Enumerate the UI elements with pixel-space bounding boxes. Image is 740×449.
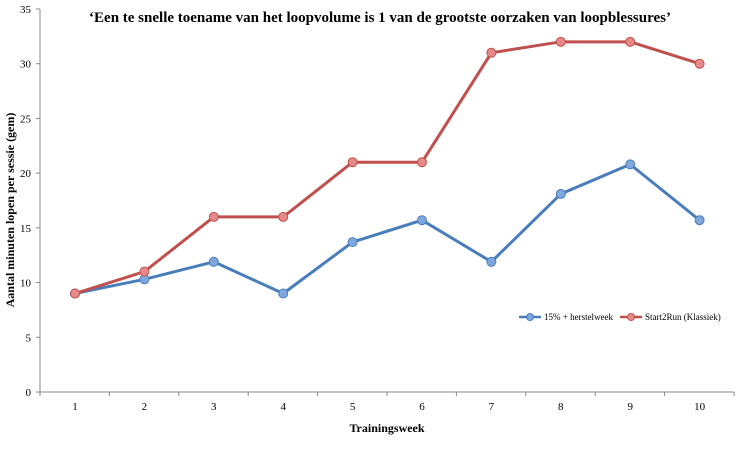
data-point xyxy=(555,188,566,199)
series-layer xyxy=(70,36,705,299)
x-tick-label: 4 xyxy=(280,401,286,413)
data-point xyxy=(139,266,150,277)
data-point xyxy=(347,157,358,168)
x-tick-label: 10 xyxy=(694,401,706,413)
legend-label-2: Start2Run (Klassiek) xyxy=(645,312,721,322)
data-point xyxy=(70,288,80,299)
y-axis-label: Aantal minuten lopen per sessie (gem) xyxy=(3,113,17,308)
x-tick-label: 9 xyxy=(627,401,633,413)
x-tick-label: 3 xyxy=(211,401,217,413)
legend-swatch-marker-1 xyxy=(526,313,534,321)
data-point xyxy=(486,47,497,58)
series-2 xyxy=(70,36,705,299)
data-point xyxy=(417,215,427,226)
y-tick-label: 10 xyxy=(20,278,32,290)
data-point xyxy=(347,237,358,248)
x-ticks: 1 2 3 4 5 6 7 8 9 10 xyxy=(39,392,735,413)
chart-title: ‘Een te snelle toename van het loopvolum… xyxy=(89,10,671,26)
data-point xyxy=(694,215,705,226)
data-point xyxy=(625,36,636,47)
data-point xyxy=(208,256,219,267)
axes xyxy=(39,9,734,393)
y-tick-label: 35 xyxy=(20,4,32,16)
data-point xyxy=(625,159,636,170)
legend-swatch-marker-2 xyxy=(627,313,635,321)
y-tick-label: 25 xyxy=(20,113,32,125)
y-tick-label: 5 xyxy=(26,332,32,344)
data-point xyxy=(278,211,289,222)
legend-label-1: 15% + herstelweek xyxy=(544,312,614,322)
series-line-1 xyxy=(74,162,701,296)
data-point xyxy=(278,288,289,299)
x-tick-label: 5 xyxy=(350,401,356,413)
x-tick-label: 1 xyxy=(72,401,78,413)
data-point xyxy=(417,157,427,168)
legend-item-1: 15% + herstelweek xyxy=(519,312,614,322)
data-point xyxy=(208,211,219,222)
y-tick-label: 20 xyxy=(20,168,32,180)
series-1 xyxy=(70,159,705,299)
y-tick-label: 0 xyxy=(26,387,32,399)
data-point xyxy=(555,36,566,47)
legend: 15% + herstelweek Start2Run (Klassiek) xyxy=(519,312,721,322)
series-line-2 xyxy=(74,40,701,295)
data-point xyxy=(486,256,497,267)
y-ticks: 0 5 10 15 20 25 30 35 xyxy=(20,4,40,399)
x-axis-label: Trainingsweek xyxy=(349,421,424,435)
x-tick-label: 2 xyxy=(142,401,148,413)
data-point xyxy=(694,58,705,69)
y-tick-label: 15 xyxy=(20,223,32,235)
x-tick-label: 7 xyxy=(489,401,495,413)
x-tick-label: 6 xyxy=(419,401,425,413)
y-tick-label: 30 xyxy=(20,59,32,71)
x-tick-label: 8 xyxy=(558,401,564,413)
legend-item-2: Start2Run (Klassiek) xyxy=(620,312,721,322)
